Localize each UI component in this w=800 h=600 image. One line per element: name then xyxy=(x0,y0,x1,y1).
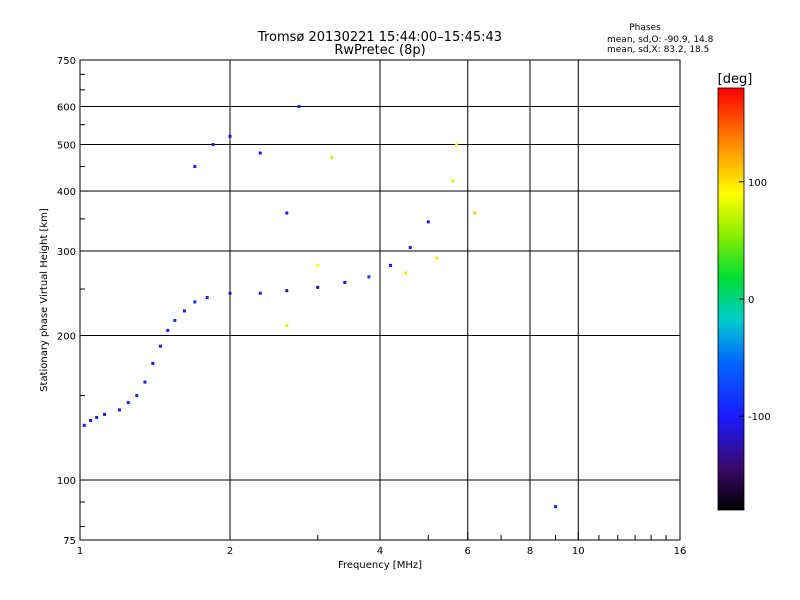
x-tick-label: 6 xyxy=(465,546,471,557)
echo-point xyxy=(193,164,197,168)
phases-x-stats: mean, sd,X: 83.2, 18.5 xyxy=(607,45,709,55)
echo-point xyxy=(553,505,557,509)
colorbar-tick-label: 0 xyxy=(748,295,754,306)
colorbar-tick-label: 100 xyxy=(748,178,767,189)
echo-point xyxy=(135,394,139,398)
echo-point xyxy=(330,155,334,159)
x-tick-label: 16 xyxy=(674,546,687,557)
x-tick-label: 4 xyxy=(377,546,383,557)
echo-point xyxy=(403,271,407,275)
echo-point xyxy=(408,246,412,250)
grid-lines xyxy=(80,60,680,540)
data-points xyxy=(82,105,557,509)
echo-point xyxy=(166,328,170,332)
echo-point xyxy=(258,291,262,295)
y-tick-label: 400 xyxy=(57,187,76,198)
echo-point xyxy=(285,323,289,327)
echo-point xyxy=(173,318,177,322)
echo-point xyxy=(205,296,209,300)
echo-point xyxy=(297,105,301,109)
colorbar-ticks: -100 0 100 xyxy=(739,178,771,423)
phases-title: Phases xyxy=(629,23,661,33)
echo-point xyxy=(389,263,393,267)
echo-point xyxy=(455,143,459,147)
echo-point xyxy=(158,344,162,348)
echo-point xyxy=(143,380,147,384)
echo-point xyxy=(258,151,262,155)
echo-point xyxy=(343,280,347,284)
colorbar-label: [deg] xyxy=(718,72,753,87)
y-tick-label: 300 xyxy=(57,247,76,258)
echo-point xyxy=(285,211,289,215)
echo-point xyxy=(435,256,439,260)
y-axis-label: Stationary phase Virtual Height [km] xyxy=(39,208,50,392)
y-axis-ticks: 75 100 200 300 400 500 600 750 xyxy=(57,56,88,547)
plot-area: 1 2 4 6 8 10 16 75 100 200 300 400 500 600 750 xyxy=(57,56,686,557)
y-tick-label: 200 xyxy=(57,332,76,343)
echo-point xyxy=(228,291,232,295)
echo-point xyxy=(211,143,215,147)
echo-point xyxy=(89,419,93,423)
x-tick-label: 2 xyxy=(227,546,233,557)
colorbar: [deg] -100 0 100 xyxy=(717,72,771,511)
x-tick-label: 10 xyxy=(572,546,585,557)
y-tick-label: 600 xyxy=(57,103,76,114)
x-tick-label: 1 xyxy=(77,546,83,557)
echo-point xyxy=(426,220,430,224)
x-tick-label: 8 xyxy=(527,546,533,557)
echo-point xyxy=(316,263,320,267)
echo-point xyxy=(367,275,371,279)
echo-point xyxy=(473,211,477,215)
echo-point xyxy=(228,134,232,138)
echo-point xyxy=(103,412,107,416)
echo-point xyxy=(126,401,130,405)
y-tick-label: 500 xyxy=(57,141,76,152)
y-tick-label: 750 xyxy=(57,56,76,67)
echo-point xyxy=(95,415,99,419)
echo-point xyxy=(117,408,121,412)
echo-point xyxy=(82,423,86,427)
echo-point xyxy=(316,285,320,289)
echo-point xyxy=(193,300,197,304)
y-tick-label: 100 xyxy=(57,476,76,487)
echo-point xyxy=(451,179,455,183)
chart-subtitle: RwPretec (8p) xyxy=(334,43,425,58)
x-axis-label: Frequency [MHz] xyxy=(338,560,422,571)
echo-point xyxy=(182,309,186,313)
y-tick-label: 75 xyxy=(63,536,76,547)
colorbar-tick-label: -100 xyxy=(748,412,771,423)
chart-title: Tromsø 20130221 15:44:00–15:45:43 xyxy=(257,30,502,45)
echo-point xyxy=(285,289,289,293)
x-axis-ticks: 1 2 4 6 8 10 16 xyxy=(77,532,687,557)
echo-point xyxy=(151,361,155,365)
phases-o-stats: mean, sd,O: -90.9, 14.8 xyxy=(607,35,714,45)
